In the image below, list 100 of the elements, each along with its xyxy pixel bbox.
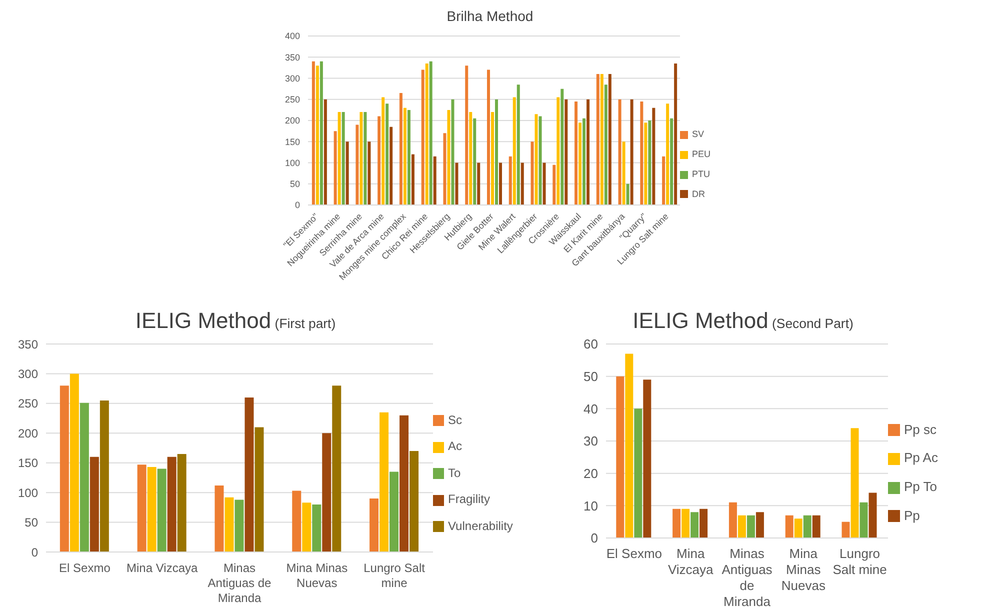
bar (666, 104, 670, 205)
bar (625, 354, 634, 538)
bar (433, 156, 436, 205)
x-tick-label: Minas Antiguas de Miranda (722, 546, 773, 607)
bar (302, 502, 312, 552)
bar (244, 397, 254, 552)
y-tick-label: 20 (584, 466, 598, 481)
bar (495, 99, 498, 205)
x-tick-label: Mina Minas Nuevas (781, 546, 826, 593)
bar (616, 376, 624, 538)
y-tick-label: 0 (294, 200, 300, 210)
bar (662, 156, 666, 205)
bar (477, 162, 480, 205)
bar (338, 112, 341, 205)
bar (868, 492, 877, 538)
bar (390, 126, 393, 205)
bar (254, 427, 264, 552)
bar (447, 110, 450, 205)
bar (499, 162, 502, 205)
bar (672, 508, 681, 538)
bar (334, 131, 337, 205)
legend-label: Pp sc (904, 422, 937, 437)
bar (455, 162, 458, 205)
legend-label: SV (692, 129, 704, 140)
legend-label: PTU (692, 169, 710, 179)
bar (157, 468, 166, 552)
bar (443, 133, 446, 205)
y-tick-label: 40 (584, 401, 598, 416)
bar (234, 500, 244, 552)
bar (785, 515, 794, 538)
bar (794, 518, 802, 538)
chart-title: IELIG Method (135, 308, 272, 333)
bar (356, 124, 359, 205)
y-tick-label: 150 (18, 456, 38, 470)
y-tick-label: 250 (18, 396, 38, 411)
y-tick-label: 200 (284, 116, 300, 126)
bar (292, 490, 302, 552)
legend-label: Ac (448, 439, 462, 454)
x-tick-label: Minas Antiguas de Miranda (208, 561, 272, 605)
bar (508, 156, 512, 205)
bar (530, 142, 534, 205)
bar (390, 472, 399, 552)
bar (346, 142, 349, 205)
bar (322, 433, 332, 552)
bar (578, 122, 582, 205)
bar (380, 412, 389, 552)
bar (682, 508, 690, 538)
y-tick-label: 100 (284, 158, 300, 168)
bar (364, 112, 367, 205)
bar (378, 116, 381, 205)
bar (746, 515, 755, 538)
bar (312, 61, 315, 205)
chart-title: IELIG Method (632, 308, 768, 333)
bar (860, 502, 868, 538)
bar (564, 99, 568, 205)
bar (224, 497, 234, 552)
y-tick-label: 100 (18, 486, 38, 500)
bar (90, 456, 99, 552)
bar (320, 61, 323, 205)
bar (534, 114, 538, 205)
bar (80, 402, 89, 552)
bar (332, 386, 342, 552)
legend-label: Pp To (904, 479, 938, 494)
bar (425, 63, 428, 205)
y-tick-label: 300 (18, 366, 38, 381)
y-tick-label: 0 (31, 545, 38, 560)
y-tick-label: 50 (290, 179, 300, 190)
bar (618, 99, 622, 205)
bar (640, 101, 644, 205)
y-tick-label: 30 (584, 434, 598, 449)
chart-subtitle: (Second Part) (771, 316, 854, 331)
bar (674, 63, 678, 205)
bar (421, 70, 424, 205)
bar (465, 66, 468, 205)
x-tick-label: Lungro Salt mine (832, 546, 887, 577)
bar (634, 408, 642, 538)
bar (850, 428, 859, 538)
bar (556, 97, 560, 205)
bar (842, 522, 850, 538)
bar (803, 515, 812, 538)
y-tick-label: 200 (18, 426, 38, 440)
bar (560, 88, 564, 205)
y-tick-label: 10 (584, 498, 598, 514)
y-tick-label: 300 (284, 73, 300, 84)
bar (630, 99, 634, 205)
legend-label: To (448, 466, 461, 480)
x-tick-label: Mina Vizcaya (126, 561, 198, 575)
bar (167, 456, 176, 552)
x-tick-label: Mina Vizcaya (668, 546, 714, 577)
legend-label: DR (692, 188, 705, 199)
bar (596, 74, 600, 205)
bar (574, 101, 578, 205)
legend-label: Pp Ac (904, 450, 938, 466)
bar (728, 502, 737, 538)
bar (520, 162, 524, 205)
legend-label: Sc (448, 412, 462, 427)
y-tick-label: 350 (18, 337, 38, 352)
bar (552, 164, 556, 205)
bar (60, 386, 69, 552)
bar (386, 104, 389, 205)
